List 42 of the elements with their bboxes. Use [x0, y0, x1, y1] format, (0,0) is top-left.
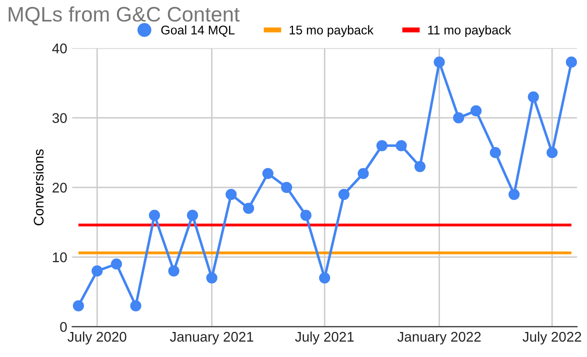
point [546, 147, 558, 158]
point [92, 265, 103, 277]
legend-label: Goal 14 MQL [161, 25, 235, 37]
y-tick-label: 20 [52, 182, 67, 193]
point [206, 272, 218, 284]
y-tick-label: 10 [52, 252, 67, 262]
point [508, 188, 520, 200]
point [262, 168, 274, 180]
point [300, 210, 312, 221]
point [72, 300, 84, 312]
point [358, 168, 369, 180]
point [130, 300, 142, 312]
point [528, 91, 539, 102]
x-tick-label: January 2021 [170, 332, 254, 344]
point [396, 140, 407, 152]
point [110, 258, 122, 270]
point [168, 265, 180, 277]
y-tick-label: 40 [52, 44, 67, 54]
chart-title: MQLs from G&C Content [8, 6, 240, 26]
x-tick-label: July 2022 [522, 332, 582, 344]
point [243, 202, 254, 214]
legend-label: 15 mo payback [290, 25, 374, 37]
y-axis-title: Conversions [33, 149, 44, 226]
point [414, 160, 426, 172]
point [319, 272, 330, 284]
legend-label: 11 mo payback [428, 25, 512, 37]
x-tick-label: July 2021 [295, 332, 354, 344]
point [338, 188, 350, 200]
point [226, 188, 237, 200]
point [453, 112, 464, 124]
y-tick-label: 30 [52, 113, 67, 123]
point [566, 56, 577, 68]
point [281, 182, 292, 193]
point [490, 147, 501, 158]
point [434, 56, 445, 68]
x-tick-label: January 2022 [397, 332, 481, 344]
point [376, 140, 388, 152]
y-tick-label: 0 [60, 322, 67, 332]
point [148, 210, 160, 221]
point [186, 210, 198, 221]
x-tick-label: July 2020 [68, 332, 126, 344]
point [470, 105, 482, 116]
